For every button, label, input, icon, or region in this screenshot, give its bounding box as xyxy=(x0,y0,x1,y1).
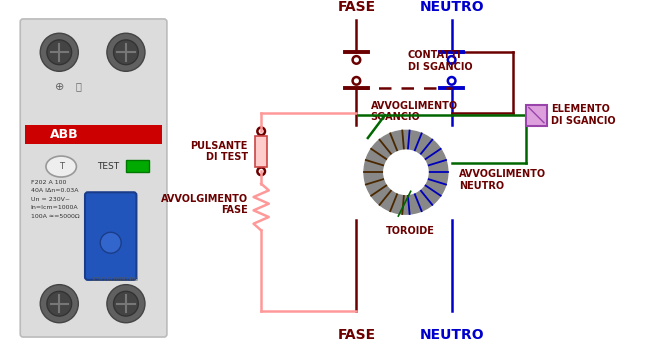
Text: AVVOGLIMENTO
NEUTRO: AVVOGLIMENTO NEUTRO xyxy=(459,169,546,191)
Circle shape xyxy=(40,33,79,71)
Text: TEST: TEST xyxy=(97,162,119,171)
Text: 100A ≈=5000Ω: 100A ≈=5000Ω xyxy=(31,214,79,219)
Text: Un = 230V~: Un = 230V~ xyxy=(31,197,70,202)
Text: ABB: ABB xyxy=(50,128,79,141)
Text: PULSANTE
DI TEST: PULSANTE DI TEST xyxy=(190,140,248,162)
Text: NEUTRO: NEUTRO xyxy=(419,328,484,343)
Text: AVVOLGIMENTO
FASE: AVVOLGIMENTO FASE xyxy=(161,194,248,215)
FancyBboxPatch shape xyxy=(85,192,136,280)
Ellipse shape xyxy=(46,156,77,177)
Text: CONTATTI
DI SGANCIO: CONTATTI DI SGANCIO xyxy=(408,50,472,72)
Bar xyxy=(25,125,162,144)
Text: ⊕: ⊕ xyxy=(55,81,64,91)
Bar xyxy=(526,105,547,126)
Text: ELEMENTO
DI SGANCIO: ELEMENTO DI SGANCIO xyxy=(550,104,615,126)
Text: TOROIDE: TOROIDE xyxy=(386,226,435,236)
Circle shape xyxy=(107,33,145,71)
Text: F202 A 100: F202 A 100 xyxy=(31,180,66,185)
Text: 40A IΔn=0.03A: 40A IΔn=0.03A xyxy=(31,188,79,193)
Circle shape xyxy=(114,291,138,316)
Text: NEUTRO: NEUTRO xyxy=(419,0,484,14)
Text: In=Icm=1000A: In=Icm=1000A xyxy=(31,205,79,210)
Circle shape xyxy=(47,291,71,316)
Circle shape xyxy=(100,232,121,253)
Text: Ⓒ: Ⓒ xyxy=(75,81,81,91)
Bar xyxy=(256,136,267,167)
Bar xyxy=(126,160,149,172)
Circle shape xyxy=(383,149,429,195)
Text: AVVOGLIMENTO
SGANCIO: AVVOGLIMENTO SGANCIO xyxy=(371,100,458,122)
Text: T: T xyxy=(58,162,64,171)
Text: FASE: FASE xyxy=(337,0,376,14)
Circle shape xyxy=(40,285,79,323)
Circle shape xyxy=(47,40,71,65)
Text: FASE: FASE xyxy=(337,328,376,343)
Circle shape xyxy=(114,40,138,65)
FancyBboxPatch shape xyxy=(20,19,167,337)
Circle shape xyxy=(107,285,145,323)
Text: 2CSF202101R1400: 2CSF202101R1400 xyxy=(92,277,139,282)
